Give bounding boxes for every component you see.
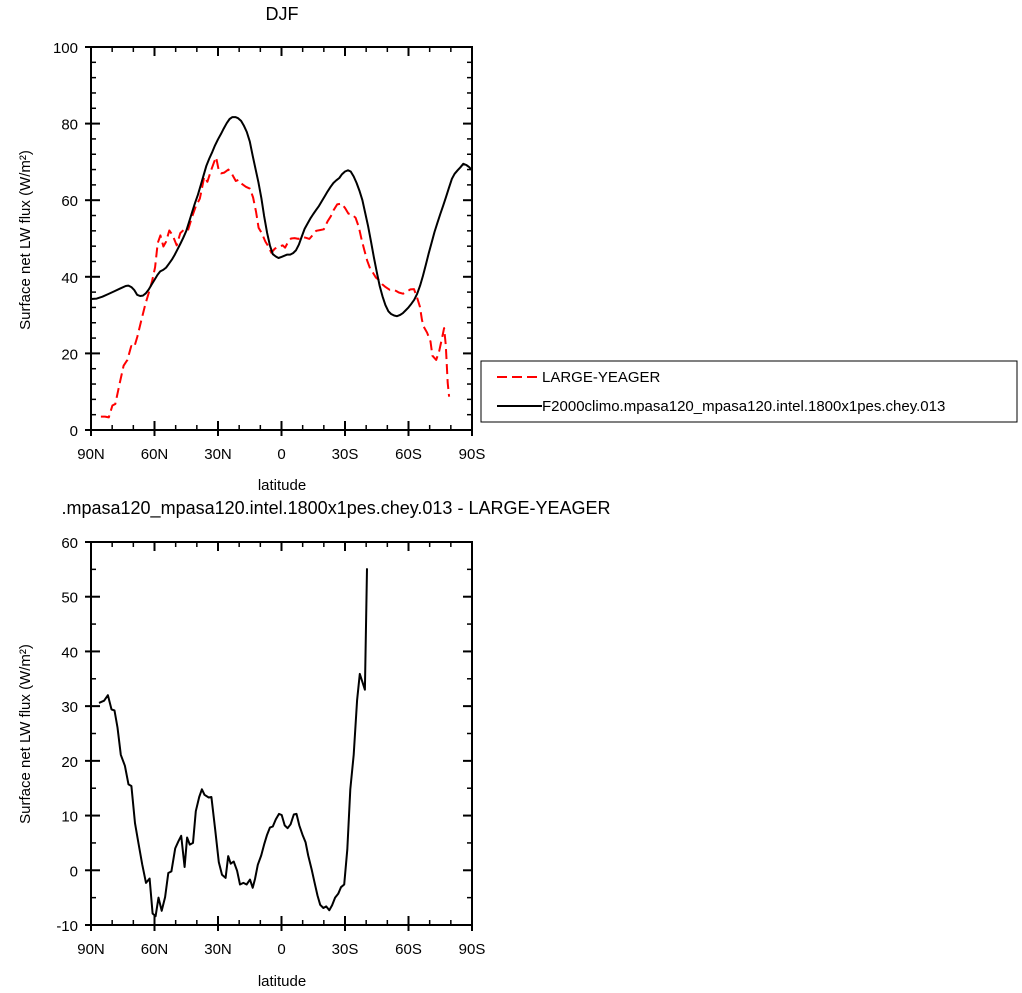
- top-x-tick-label: 90N: [77, 446, 105, 463]
- bottom-y-tick-label: 10: [61, 809, 78, 826]
- bottom-series-line-difference: [98, 568, 368, 918]
- bottom-y-tick-label: 60: [61, 535, 78, 552]
- bottom-panel: .mpasa120_mpasa120.intel.1800x1pes.chey.…: [17, 498, 610, 990]
- top-y-tick-label: 100: [53, 40, 78, 57]
- top-x-tick-label: 0: [277, 446, 285, 463]
- bottom-x-tick-label: 60N: [141, 941, 169, 958]
- legend-label-large-yeager: LARGE-YEAGER: [542, 369, 661, 386]
- bottom-y-tick-label: 0: [70, 863, 78, 880]
- top-y-tick-label: 40: [61, 270, 78, 287]
- legend: LARGE-YEAGER F2000climo.mpasa120_mpasa12…: [480, 360, 1018, 423]
- legend-box: [480, 360, 1018, 423]
- bottom-y-tick-label: 50: [61, 590, 78, 607]
- bottom-x-tick-label: 90S: [459, 941, 486, 958]
- bottom-x-tick-label: 30S: [332, 941, 359, 958]
- top-chart-title: DJF: [266, 4, 299, 24]
- top-x-tick-label: 90S: [459, 446, 486, 463]
- bottom-x-tick-label: 0: [277, 941, 285, 958]
- top-series-line-large-yeager: [100, 156, 451, 419]
- bottom-y-tick-label: 40: [61, 644, 78, 661]
- bottom-plot-frame: [90, 541, 473, 926]
- top-y-tick-labels: 0 20 40 60 80 100: [53, 40, 78, 440]
- top-x-tick-label: 30S: [332, 446, 359, 463]
- bottom-y-tick-label: -10: [56, 918, 78, 935]
- bottom-y-tick-label: 20: [61, 754, 78, 771]
- top-x-tick-label: 60S: [395, 446, 422, 463]
- bottom-x-axis-title: latitude: [258, 973, 306, 990]
- bottom-x-tick-label: 30N: [204, 941, 232, 958]
- top-x-axis-title: latitude: [258, 477, 306, 494]
- top-x-tick-labels: 90N 60N 30N 0 30S 60S 90S: [77, 446, 485, 463]
- top-y-axis-title: Surface net LW flux (W/m²): [17, 150, 34, 330]
- top-series-group: [90, 116, 473, 419]
- bottom-y-axis-title: Surface net LW flux (W/m²): [17, 644, 34, 824]
- legend-label-f2000climo: F2000climo.mpasa120_mpasa120.intel.1800x…: [542, 398, 945, 415]
- bottom-chart-title: .mpasa120_mpasa120.intel.1800x1pes.chey.…: [62, 498, 611, 519]
- bottom-x-tick-label: 90N: [77, 941, 105, 958]
- bottom-y-tick-labels: -10 0 10 20 30 40 50 60: [56, 535, 78, 935]
- top-x-tick-label: 60N: [141, 446, 169, 463]
- top-axis-ticks: [85, 46, 473, 436]
- top-series-line-f2000climo-mpasa120-mpasa120-intel-1800x: [90, 116, 473, 318]
- top-y-tick-label: 80: [61, 117, 78, 134]
- top-y-tick-label: 0: [70, 423, 78, 440]
- bottom-x-tick-labels: 90N 60N 30N 0 30S 60S 90S: [77, 941, 485, 958]
- top-y-tick-label: 60: [61, 193, 78, 210]
- bottom-y-tick-label: 30: [61, 699, 78, 716]
- bottom-series-group: [98, 568, 368, 918]
- top-panel: DJF 90N 60N 30N 0 30S 60S 90S 0 20 40 60 80 100 lat…: [17, 4, 485, 494]
- top-x-tick-label: 30N: [204, 446, 232, 463]
- top-y-tick-label: 20: [61, 346, 78, 363]
- top-plot-frame: [90, 46, 473, 431]
- bottom-x-tick-label: 60S: [395, 941, 422, 958]
